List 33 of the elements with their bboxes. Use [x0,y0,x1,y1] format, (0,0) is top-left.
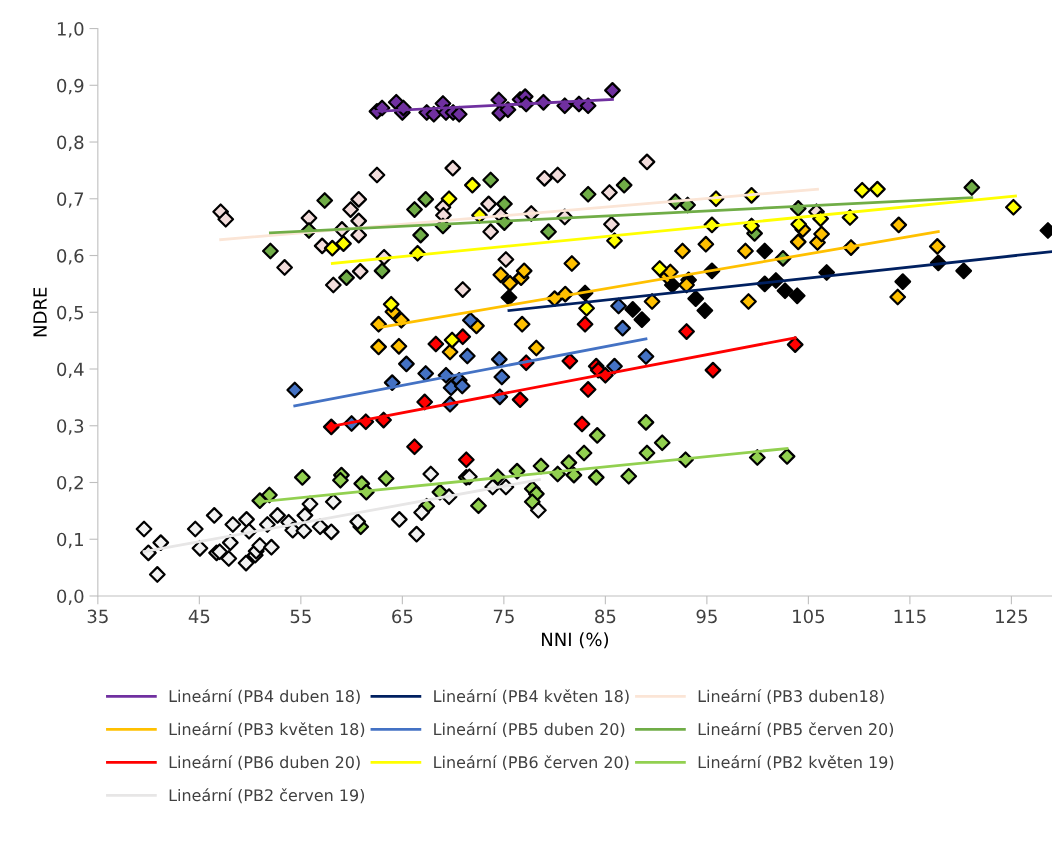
y-tick-label: 0,8 [57,135,84,151]
legend-label: Lineární (PB2 květen 19) [698,755,894,771]
y-tick-label: 0,9 [57,78,84,95]
y-tick-label: 0,7 [57,192,84,208]
legend-label: Lineární (PB3 duben18) [698,689,884,705]
legend-label: Lineární (PB4 květen 18) [434,689,629,705]
x-tick-label: 105 [793,609,825,624]
x-axis-title: NNI (%) [542,632,609,649]
y-tick-label: 1,0 [57,22,84,38]
y-tick-label: 0,6 [57,248,84,265]
legend-label: Lineární (PB6 červen 20) [434,755,629,771]
legend-label: Lineární (PB4 duben 18) [169,689,360,705]
x-tick-label: 35 [87,609,108,624]
legend-label: Lineární (PB5 duben 20) [434,722,625,738]
y-tick-label: 0,5 [57,305,84,322]
x-tick-label: 55 [290,609,311,624]
legend-label: Lineární (PB3 květen 18) [169,722,365,738]
legend-label: Lineární (PB2 červen 19) [169,788,365,804]
legend-label: Lineární (PB5 červen 20) [698,722,894,738]
x-tick-label: 65 [392,609,413,624]
x-tick-label: 95 [696,609,717,624]
y-tick-label: 0,3 [57,419,84,435]
x-tick-label: 115 [894,609,926,624]
y-tick-label: 0,4 [57,362,84,378]
x-tick-label: 75 [493,609,514,624]
y-tick-label: 0,1 [57,532,83,549]
x-tick-label: 125 [996,609,1028,624]
x-tick-label: 45 [188,609,210,624]
x-tick-label: 85 [595,609,616,624]
y-axis-title: NDRE [33,287,47,337]
y-tick-label: 0,2 [57,475,83,492]
legend-label: Lineární (PB6 duben 20) [169,755,360,771]
y-tick-label: 0,0 [57,589,84,605]
